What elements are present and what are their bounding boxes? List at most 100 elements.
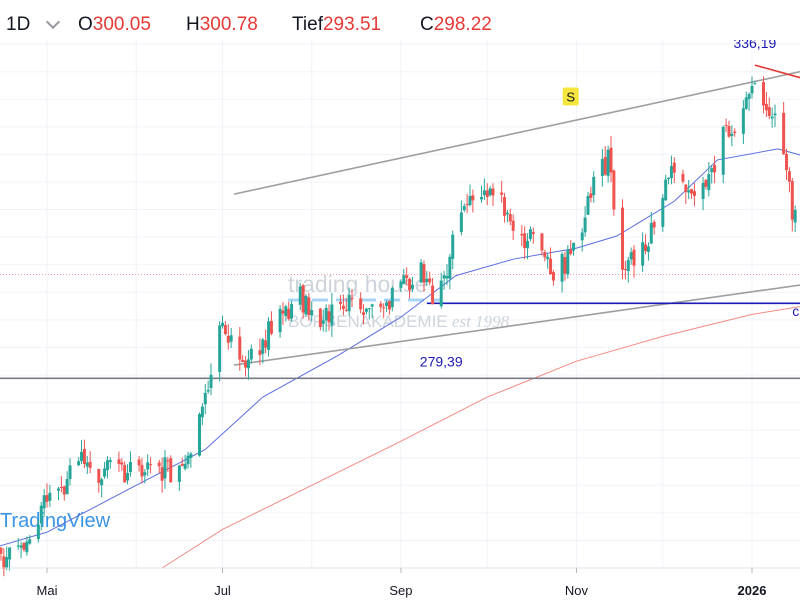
- candle-body: [644, 244, 648, 252]
- candle-body: [287, 308, 291, 319]
- candle-body: [661, 197, 665, 227]
- interval-label[interactable]: 1D: [6, 14, 31, 35]
- candle-body: [258, 350, 262, 355]
- candle-body: [701, 182, 705, 200]
- candle-body: [713, 164, 717, 173]
- candle-body: [298, 286, 302, 305]
- candle-body: [264, 340, 268, 348]
- candle-body: [344, 309, 348, 311]
- candle-body: [471, 195, 475, 201]
- candle-body: [770, 116, 774, 119]
- candlestick-series: [0, 76, 797, 577]
- open-label: O: [78, 14, 93, 35]
- candle-body: [641, 242, 645, 266]
- x-axis-tick-label: Mai: [37, 583, 58, 598]
- candle-body: [229, 335, 233, 342]
- candle-body: [364, 308, 368, 312]
- candle-body: [157, 462, 161, 467]
- candle-body: [330, 304, 334, 326]
- candle-body: [508, 214, 512, 222]
- candle-body: [482, 190, 486, 196]
- candle-body: [511, 220, 515, 231]
- channel-lower-line: [233, 284, 800, 366]
- candle-body: [324, 307, 328, 321]
- candle-body: [203, 392, 207, 405]
- candle-body: [350, 297, 354, 300]
- candle-body: [485, 190, 489, 197]
- candle-body: [221, 322, 225, 327]
- candle-body: [80, 451, 84, 461]
- candle-body: [385, 302, 389, 307]
- candle-body: [223, 325, 227, 335]
- candle-body: [140, 464, 144, 477]
- candle-body: [526, 240, 530, 249]
- candle-body: [42, 495, 46, 509]
- candle-body: [169, 458, 173, 483]
- candle-body: [667, 177, 671, 180]
- candle-body: [85, 462, 89, 467]
- drawing-layer[interactable]: [0, 63, 800, 569]
- candle-body: [543, 252, 547, 258]
- candle-body: [523, 233, 527, 249]
- candle-body: [284, 306, 288, 317]
- candle-body: [382, 307, 386, 309]
- chevron-down-icon[interactable]: [45, 14, 61, 30]
- candle-body: [762, 82, 766, 106]
- candle-body: [19, 545, 23, 548]
- candle-body: [244, 360, 248, 368]
- candle-body: [632, 249, 636, 266]
- candle-body: [459, 212, 463, 233]
- candle-body: [290, 304, 294, 319]
- candle-body: [310, 310, 314, 316]
- close-value: 298.22: [433, 14, 492, 35]
- candle-body: [126, 472, 130, 481]
- candle-body: [451, 234, 455, 259]
- candle-body: [379, 303, 383, 308]
- candle-body: [684, 184, 688, 193]
- candle-body: [782, 112, 786, 155]
- candle-body: [750, 85, 754, 94]
- candle-body: [65, 479, 69, 495]
- candle-body: [143, 472, 147, 476]
- candle-body: [267, 321, 271, 350]
- candle-body: [218, 325, 222, 372]
- candle-body: [566, 249, 570, 275]
- candle-body: [773, 113, 777, 116]
- candle-body: [428, 278, 432, 283]
- candle-body: [318, 308, 322, 327]
- candle-body: [105, 460, 109, 471]
- candle-body: [583, 217, 587, 233]
- candle-body: [503, 197, 507, 216]
- candle-body: [261, 339, 265, 354]
- price-annotation: 279,39: [420, 354, 463, 370]
- candle-body: [623, 268, 627, 270]
- candle-body: [744, 97, 748, 109]
- candle-body: [652, 221, 656, 228]
- candle-body: [793, 210, 797, 223]
- candle-body: [589, 193, 593, 198]
- candle-body: [0, 547, 3, 554]
- candle-body: [128, 461, 132, 473]
- candle-body: [359, 298, 363, 310]
- candle-body: [609, 147, 613, 173]
- candle-body: [269, 321, 273, 334]
- x-axis-tick-label: 2026: [738, 583, 767, 598]
- candle-body: [48, 492, 52, 501]
- candle-body: [569, 249, 573, 254]
- moving-average-long: [161, 306, 800, 569]
- candle-body: [160, 467, 164, 481]
- candle-body: [707, 174, 711, 191]
- candle-body: [59, 486, 63, 488]
- candle-body: [117, 459, 121, 464]
- x-axis-tick-label: Jul: [214, 583, 231, 598]
- candle-body: [25, 541, 29, 553]
- candle-body: [339, 301, 343, 304]
- candle-body: [592, 176, 596, 196]
- candle-body: [649, 222, 653, 244]
- candle-body: [402, 275, 406, 285]
- candle-body: [687, 190, 691, 193]
- candle-body: [123, 465, 127, 483]
- candle-body: [62, 486, 66, 495]
- candle-body: [664, 179, 668, 201]
